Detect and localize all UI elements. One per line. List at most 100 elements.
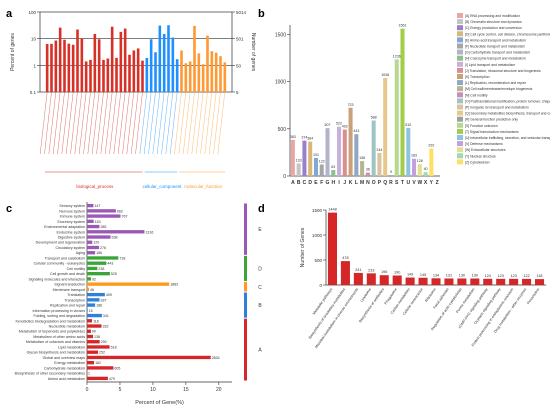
y-tick-label: Aging bbox=[76, 251, 85, 255]
legend-swatch bbox=[457, 110, 463, 116]
y-tick-label: Membrane transport bbox=[53, 288, 85, 292]
bar bbox=[342, 129, 347, 176]
y-axis-title: Number of Genes bbox=[300, 227, 306, 267]
group-label: B bbox=[258, 303, 262, 309]
legend-swatch bbox=[457, 19, 463, 25]
legend-label: [D] Cell cycle control, cell division, c… bbox=[465, 32, 550, 36]
category-label-trace bbox=[165, 91, 174, 155]
y-tick-label: Information processing in viruses bbox=[32, 309, 85, 313]
bar bbox=[383, 78, 388, 176]
data-label: 92 bbox=[92, 277, 96, 281]
x-tick-label: V bbox=[412, 180, 416, 186]
category-label-trace bbox=[48, 91, 57, 155]
data-label: 492 bbox=[342, 125, 348, 129]
legend-swatch bbox=[457, 86, 463, 92]
data-label: 36 bbox=[366, 168, 370, 172]
y-tick-label: Development and regeneration bbox=[36, 241, 85, 245]
group-bracket bbox=[244, 255, 247, 282]
data-label: 510 bbox=[405, 123, 411, 127]
bar bbox=[377, 152, 382, 176]
data-label: 40 bbox=[424, 167, 428, 171]
bar bbox=[87, 235, 111, 239]
data-label: 1561 bbox=[399, 24, 407, 28]
x-tick-label: Peroxisome bbox=[526, 287, 540, 305]
bar bbox=[87, 282, 170, 286]
bar bbox=[123, 28, 127, 92]
legend-swatch bbox=[457, 104, 463, 110]
y-tick-label: Xenobiotics biodegradation and metabolis… bbox=[15, 319, 85, 323]
x-tick-label: Y bbox=[430, 180, 434, 186]
legend-swatch bbox=[457, 92, 463, 98]
legend-label: [F] Nucleotide transport and metabolism bbox=[465, 45, 525, 49]
category-label-trace bbox=[109, 91, 117, 155]
panel-label-d: d bbox=[258, 203, 265, 215]
x-tick-label: 0 bbox=[86, 387, 89, 393]
y-tick-label: Translation bbox=[67, 293, 85, 297]
bar bbox=[106, 58, 110, 92]
x-tick-label: 5 bbox=[119, 387, 122, 393]
group-bracket bbox=[244, 318, 247, 381]
legend-swatch bbox=[457, 128, 463, 134]
bar bbox=[93, 33, 97, 92]
category-label-trace bbox=[83, 91, 91, 155]
data-label: 507 bbox=[325, 123, 331, 127]
x-tick-label: Q bbox=[383, 180, 387, 186]
y-tick-label: Global and overview maps bbox=[43, 356, 86, 360]
bar bbox=[388, 175, 393, 176]
category-label-trace bbox=[104, 91, 113, 155]
data-label: 1038 bbox=[381, 73, 389, 77]
y-tick-label: 500 bbox=[278, 127, 287, 133]
bar bbox=[193, 25, 196, 92]
bar bbox=[197, 53, 201, 92]
bar bbox=[50, 43, 53, 92]
category-label-trace bbox=[100, 91, 109, 155]
bar bbox=[80, 38, 84, 92]
bar bbox=[87, 361, 95, 365]
bar bbox=[313, 157, 318, 176]
data-label: 285 bbox=[100, 225, 106, 229]
bar bbox=[87, 203, 94, 208]
legend-swatch bbox=[457, 25, 463, 31]
data-label: 63 bbox=[331, 165, 335, 169]
bar bbox=[128, 54, 131, 92]
data-label: 1316 bbox=[145, 230, 153, 234]
x-tick-label: L bbox=[355, 180, 358, 186]
y-axis-title: Percent of genes bbox=[10, 33, 16, 71]
y-tick-label: 0.1 bbox=[30, 90, 37, 95]
y-tick-label: Digestive system bbox=[58, 235, 85, 239]
bar bbox=[509, 278, 519, 285]
bar bbox=[483, 278, 493, 285]
category-label-trace bbox=[187, 91, 195, 155]
category-label-trace bbox=[217, 91, 226, 155]
category-label-trace bbox=[78, 91, 87, 155]
y-tick-label: Amino acid metabolism bbox=[48, 377, 85, 381]
category-label-trace bbox=[87, 91, 96, 155]
y-tick-label: Metabolism of cofactors and vitamins bbox=[26, 340, 85, 344]
legend-label: [J] Translation, ribosomal structure and… bbox=[465, 69, 541, 73]
x-tick-label: S bbox=[395, 180, 399, 186]
panel-label-a: a bbox=[6, 8, 13, 20]
panel-label-b: b bbox=[258, 8, 265, 20]
group-label: E bbox=[258, 227, 262, 233]
bar bbox=[188, 61, 192, 92]
bar bbox=[119, 31, 123, 93]
bar bbox=[325, 128, 330, 176]
category-label-trace bbox=[61, 91, 70, 155]
bar bbox=[429, 148, 434, 176]
data-label: 518 bbox=[111, 345, 117, 349]
data-label: 292 bbox=[428, 143, 434, 147]
data-label: 133 bbox=[296, 158, 302, 162]
data-label: 1 bbox=[88, 372, 90, 376]
data-label: 290 bbox=[101, 340, 107, 344]
data-label: 538 bbox=[111, 235, 117, 239]
legend-swatch bbox=[457, 122, 463, 128]
legend-label: [R] General function prediction only bbox=[465, 118, 518, 122]
data-label: 126 bbox=[417, 159, 423, 163]
legend-label: [I] Lipid transport and metabolism bbox=[465, 63, 515, 67]
data-label: 186 bbox=[96, 304, 102, 308]
bar bbox=[87, 292, 105, 297]
bar bbox=[87, 334, 94, 339]
bar bbox=[87, 272, 110, 276]
category-label-trace bbox=[122, 91, 130, 155]
x-tick-label: T bbox=[401, 180, 404, 186]
